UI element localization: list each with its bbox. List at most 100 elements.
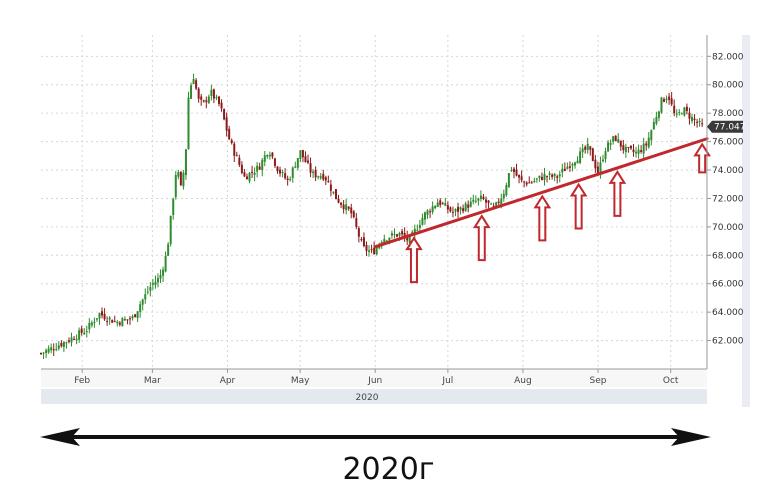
candle-body	[665, 98, 668, 101]
candle-body	[324, 177, 327, 181]
x-axis-band	[41, 369, 707, 387]
candle-body	[299, 150, 302, 159]
candle-body	[614, 135, 617, 141]
candle-body	[113, 321, 116, 323]
candle-body	[680, 113, 683, 115]
candle-body	[215, 96, 218, 99]
candle-body	[190, 85, 193, 99]
candle-body	[502, 193, 505, 199]
candle-body	[156, 278, 159, 283]
candle-body	[515, 169, 518, 176]
candle-body	[200, 96, 203, 100]
candle-body	[492, 205, 495, 208]
x-axis: Feb Mar Apr May Jun Jul Aug Sep Oct	[74, 369, 679, 386]
candle-body	[589, 146, 592, 150]
candle-body	[604, 151, 607, 160]
x-tick-label: Aug	[514, 376, 532, 386]
y-tick-label: 70.000	[712, 223, 744, 233]
candle-body	[485, 199, 488, 203]
candle-body	[106, 320, 109, 322]
candle-body	[177, 172, 180, 177]
candle-body	[350, 207, 353, 214]
candle-body	[701, 123, 704, 125]
candle-body	[253, 172, 256, 175]
candle-body	[139, 304, 142, 312]
candle-body	[294, 166, 297, 168]
candle-body	[635, 151, 638, 154]
candle-body	[652, 122, 655, 130]
candle-body	[429, 211, 432, 213]
y-tick-label: 64.000	[712, 308, 744, 318]
candle-body	[640, 150, 643, 152]
candle-body	[512, 168, 515, 172]
candle-body	[439, 200, 442, 206]
candle-body	[225, 117, 228, 131]
candle-body	[337, 198, 340, 203]
candle-body	[40, 353, 42, 355]
candle-body	[238, 157, 241, 165]
candle-body	[421, 217, 424, 225]
candle-body	[393, 234, 396, 236]
candle-body	[678, 112, 681, 114]
candle-body	[162, 269, 165, 276]
candle-body	[619, 140, 622, 147]
candle-body	[248, 172, 251, 182]
candle-body	[673, 105, 676, 114]
candle-body	[281, 171, 284, 173]
candle-body	[78, 330, 81, 340]
up-arrow-icon	[405, 236, 423, 284]
candle-body	[88, 322, 91, 330]
candle-body	[329, 184, 332, 191]
candle-body	[179, 171, 182, 186]
y-tick-label: 72.000	[712, 194, 744, 204]
candle-body	[525, 182, 528, 185]
candle-body	[657, 111, 660, 118]
candle-body	[487, 200, 490, 203]
candle-body	[459, 207, 462, 210]
candle-body	[617, 139, 620, 143]
candle-body	[457, 206, 460, 212]
last-price-label: 77.047	[714, 123, 746, 133]
candle-body	[243, 172, 246, 177]
candle-body	[464, 203, 467, 211]
candle-body	[164, 255, 167, 272]
right-scrollbar[interactable]	[742, 35, 750, 407]
candle-body	[332, 191, 335, 194]
candle-body	[123, 318, 126, 321]
candle-body	[586, 143, 589, 151]
candle-body	[388, 237, 391, 241]
y-tick-label: 76.000	[712, 138, 744, 148]
candle-body	[90, 322, 93, 326]
candle-body	[240, 164, 243, 173]
last-price-tag-box	[707, 120, 743, 133]
period-bar[interactable]	[41, 389, 707, 404]
candle-body	[528, 182, 531, 184]
candle-body	[688, 112, 691, 119]
candle-body	[535, 178, 538, 180]
candle-body	[340, 202, 343, 205]
candle-body	[258, 166, 261, 170]
support-trendline	[373, 137, 709, 249]
candle-body	[223, 108, 226, 120]
candle-body	[45, 350, 48, 354]
candle-body	[368, 250, 371, 252]
candle-body	[472, 199, 475, 202]
candle-body	[510, 169, 513, 171]
candle-body	[52, 349, 55, 351]
candle-body	[469, 201, 472, 207]
x-tick-label: May	[291, 376, 310, 386]
candle-body	[518, 174, 521, 178]
candle-body	[490, 203, 493, 205]
candle-body	[197, 88, 200, 99]
timeline-double-arrow	[40, 428, 711, 446]
candle-body	[314, 170, 317, 178]
candle-body	[418, 225, 421, 229]
candle-body	[210, 89, 213, 96]
candle-body	[159, 275, 162, 279]
candle-body	[434, 205, 437, 209]
candle-body	[474, 200, 477, 202]
candle-body	[116, 321, 119, 324]
candle-body	[62, 342, 65, 348]
candle-body	[261, 159, 264, 171]
